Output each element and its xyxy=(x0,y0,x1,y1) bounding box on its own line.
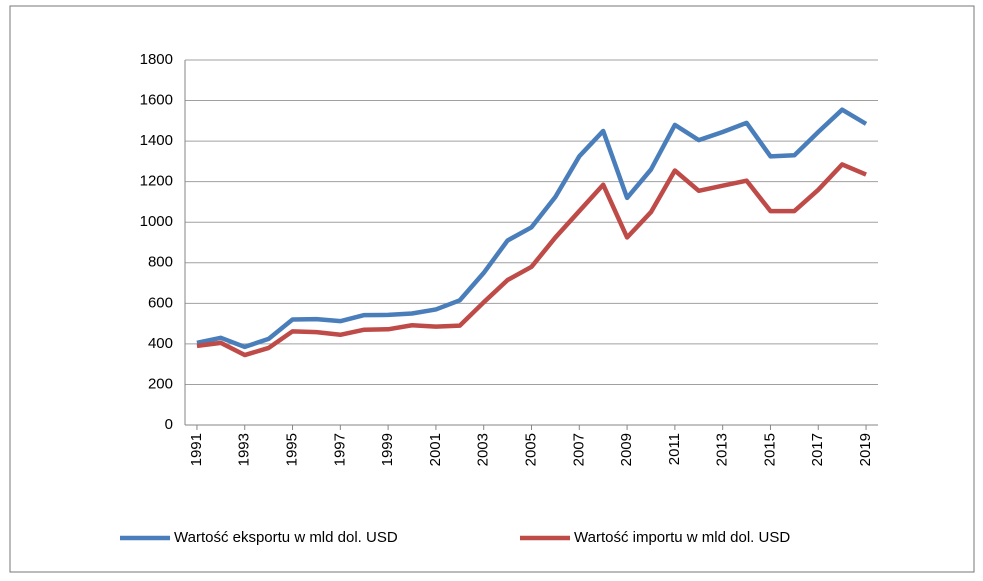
x-tick-label: 2003 xyxy=(475,433,492,466)
y-tick-label: 400 xyxy=(148,335,173,352)
x-tick-label: 2005 xyxy=(522,433,539,466)
series-line xyxy=(196,107,868,350)
legend-label: Wartość eksportu w mld dol. USD xyxy=(174,529,398,546)
x-tick-label: 1991 xyxy=(188,433,205,466)
legend-label: Wartość importu w mld dol. USD xyxy=(574,529,790,546)
y-tick-label: 1000 xyxy=(140,213,173,230)
chart-frame xyxy=(9,5,975,573)
x-tick-label: 2007 xyxy=(570,433,587,466)
x-tick-label: 2017 xyxy=(809,433,826,466)
x-tick-label: 1995 xyxy=(284,433,301,466)
x-tick-label: 1999 xyxy=(379,433,396,466)
y-tick-label: 1200 xyxy=(140,173,173,190)
x-tick-label: 2011 xyxy=(666,433,683,465)
y-tick-label: 1400 xyxy=(140,132,173,149)
x-tick-label: 2013 xyxy=(714,433,731,466)
y-tick-label: 0 xyxy=(165,416,173,433)
y-tick-label: 1600 xyxy=(140,92,173,109)
series-line xyxy=(196,162,867,358)
y-tick-label: 600 xyxy=(148,294,173,311)
x-tick-label: 2019 xyxy=(857,433,874,466)
y-tick-label: 1800 xyxy=(140,51,173,68)
y-tick-label: 200 xyxy=(148,375,173,392)
x-tick-label: 2001 xyxy=(427,433,444,466)
x-tick-label: 2009 xyxy=(618,433,635,466)
x-tick-label: 1993 xyxy=(236,433,253,466)
x-tick-label: 2015 xyxy=(761,433,778,466)
x-tick-label: 1997 xyxy=(331,433,348,466)
y-tick-label: 800 xyxy=(148,254,173,271)
